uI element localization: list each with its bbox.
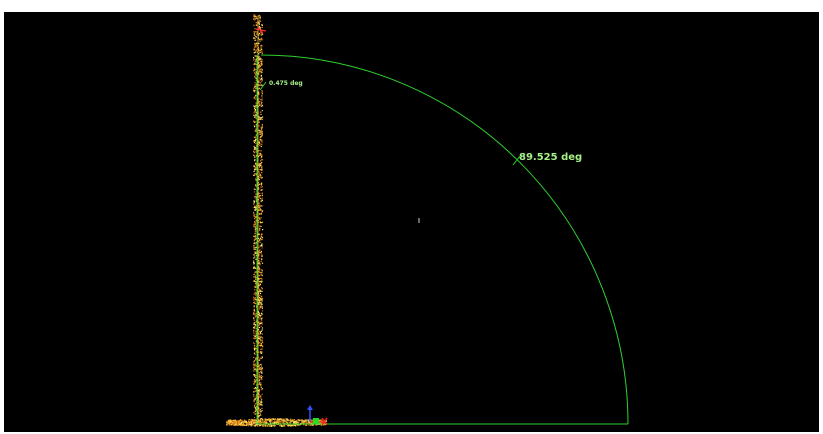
angle-measurement — [256, 54, 629, 425]
measurement-arc — [260, 54, 629, 425]
point-cloud-pole — [253, 14, 264, 423]
small-angle-label: 0.475 deg — [269, 80, 303, 87]
top-picked-point-marker — [255, 26, 267, 35]
scene-svg: 0.475 deg 89.525 deg — [226, 14, 629, 427]
axis-y-marker-icon — [313, 418, 319, 424]
3d-viewport[interactable]: 0.475 deg 89.525 deg — [4, 12, 819, 432]
large-angle-leader — [512, 155, 521, 166]
large-angle-label: 89.525 deg — [519, 152, 582, 163]
small-angle-leader — [259, 81, 267, 91]
axis-z-arrow-icon — [307, 405, 313, 410]
axis-gizmo[interactable] — [307, 405, 328, 426]
